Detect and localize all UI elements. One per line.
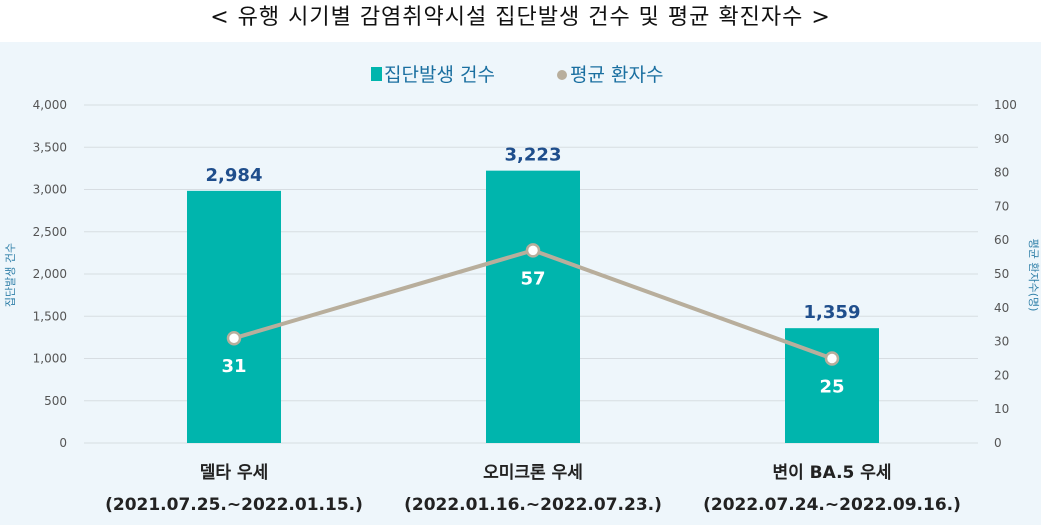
left-tick-label: 2,000	[33, 267, 67, 281]
left-tick-label: 2,500	[33, 225, 67, 239]
left-tick-label: 3,000	[33, 183, 67, 197]
line-series: 31 57 25	[221, 243, 845, 398]
bar	[187, 190, 281, 443]
left-tick-label: 3,500	[33, 140, 67, 154]
category-name: 변이 BA.5 우세	[772, 463, 891, 483]
category-period: (2022.01.16.~2022.07.23.)	[404, 495, 662, 515]
category-period: (2021.07.25.~2022.01.15.)	[105, 495, 363, 515]
right-tick-label: 90	[994, 132, 1009, 146]
right-axis-ticks: 0 10 20 30 40 50 60 70 80 90 100	[994, 98, 1017, 450]
line-data-label: 31	[221, 356, 246, 377]
right-tick-label: 30	[994, 335, 1009, 349]
chart-title: < 유행 시기별 감염취약시설 집단발생 건수 및 평균 확진자수 >	[210, 5, 831, 30]
right-tick-label: 0	[994, 436, 1002, 450]
legend-bar-label: 집단발생 건수	[384, 64, 495, 86]
right-tick-label: 70	[994, 199, 1009, 213]
left-tick-label: 1,500	[33, 309, 67, 323]
line-point	[226, 330, 242, 346]
legend-line-marker	[557, 70, 567, 80]
line-point	[824, 351, 840, 366]
bar-data-label: 1,359	[804, 302, 861, 323]
right-tick-label: 80	[994, 166, 1009, 180]
category-labels: 델타 우세 (2021.07.25.~2022.01.15.) 오미크론 우세 (20…	[105, 462, 961, 515]
right-tick-label: 40	[994, 301, 1009, 315]
line-data-label: 25	[819, 377, 844, 398]
right-tick-label: 100	[994, 98, 1017, 112]
line-data-label: 57	[520, 268, 545, 289]
right-axis-title: 평균 환자수(명)	[1027, 239, 1040, 312]
line-point	[525, 243, 541, 258]
right-tick-label: 10	[994, 402, 1009, 416]
left-tick-label: 0	[59, 436, 67, 450]
bar	[486, 170, 580, 443]
category-name: 델타 우세	[200, 462, 268, 483]
left-tick-label: 1,000	[33, 352, 67, 366]
legend-bar-swatch	[371, 67, 382, 81]
left-axis-title: 집단발생 건수	[4, 243, 17, 307]
right-tick-label: 20	[994, 368, 1009, 382]
bar-data-label: 2,984	[206, 165, 263, 186]
left-axis-ticks: 0 500 1,000 1,500 2,000 2,500 3,000 3,500 4,000	[33, 98, 67, 450]
right-tick-label: 50	[994, 267, 1009, 281]
bar-data-label: 3,223	[505, 145, 562, 166]
category-name: 오미크론 우세	[483, 463, 583, 483]
legend-line-label: 평균 환자수	[570, 64, 663, 86]
left-tick-label: 500	[44, 394, 67, 408]
legend: 집단발생 건수 평균 환자수	[371, 64, 663, 86]
left-tick-label: 4,000	[33, 98, 67, 112]
category-period: (2022.07.24.~2022.09.16.)	[703, 495, 961, 515]
right-tick-label: 60	[994, 233, 1009, 247]
